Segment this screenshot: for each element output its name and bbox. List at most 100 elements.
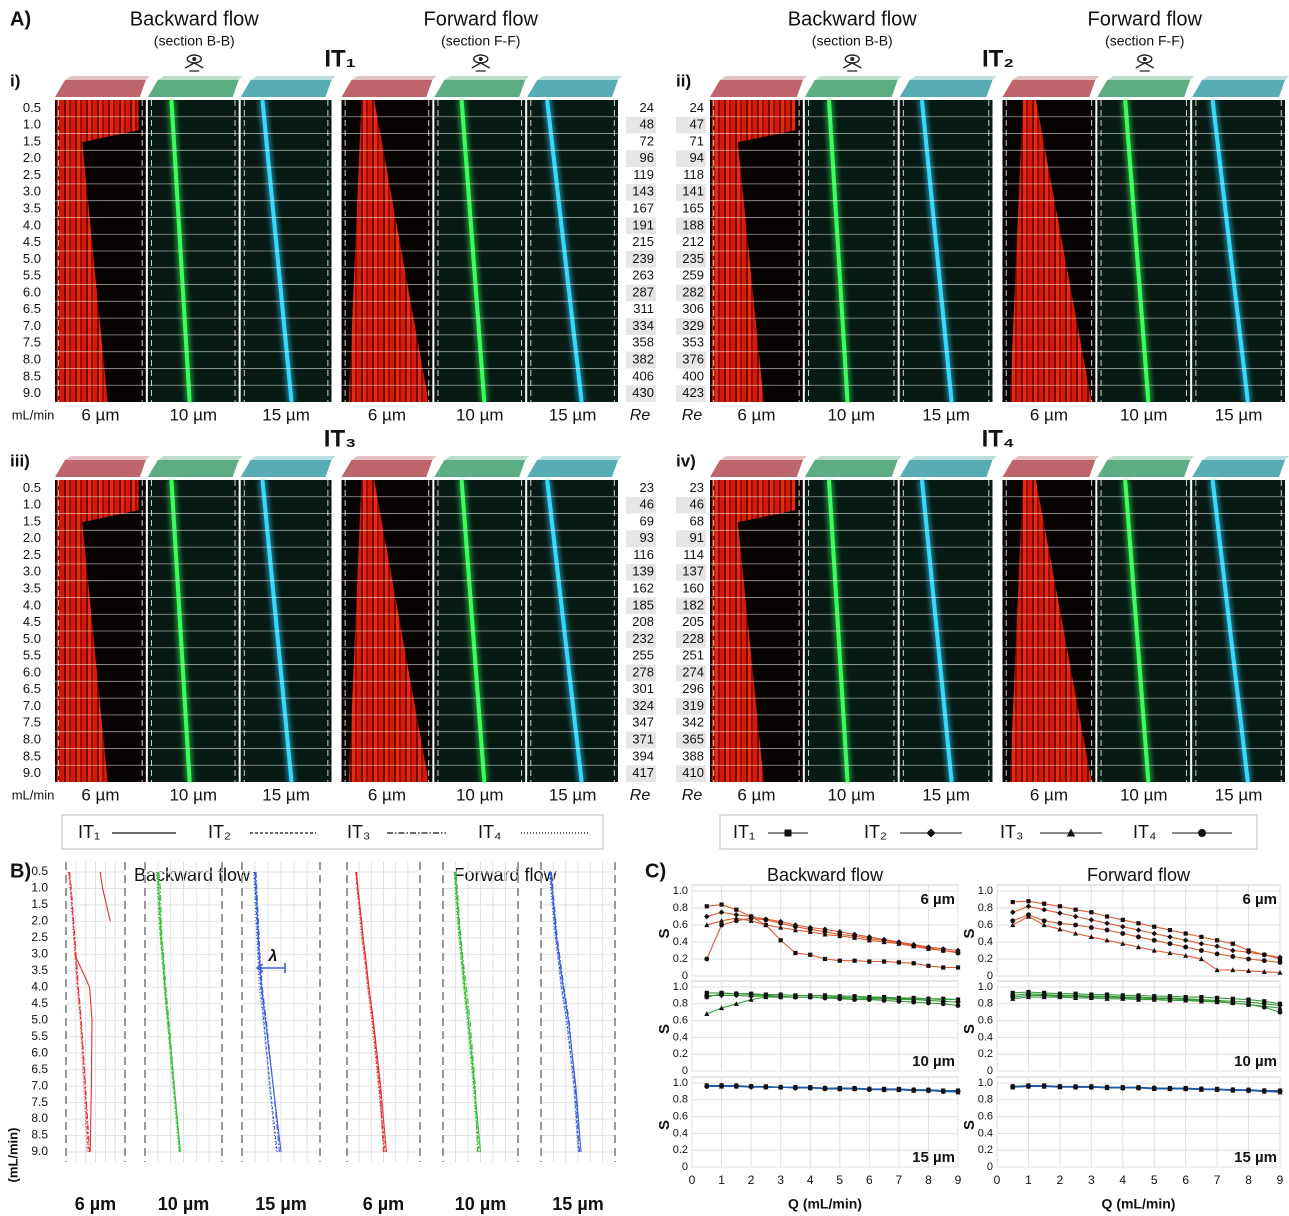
streak-line	[253, 871, 278, 1153]
streak-line	[355, 871, 385, 1153]
block-title: IT₂	[982, 45, 1014, 72]
marker	[1042, 901, 1047, 906]
re-label: 371	[632, 731, 654, 746]
channel-label: 10 µm	[456, 785, 504, 804]
marker	[852, 1086, 857, 1092]
y-tick-label: 0	[987, 1065, 993, 1077]
channel-label: 6 µm	[368, 785, 406, 804]
re-label: 23	[690, 480, 704, 495]
channel-label: 15 µm	[922, 785, 970, 804]
marker	[1041, 992, 1047, 998]
marker	[955, 965, 961, 970]
subplot-label: 6 µm	[1243, 891, 1278, 908]
marker	[881, 937, 887, 943]
y-axis-label: S	[961, 1024, 978, 1034]
marker	[1136, 1085, 1141, 1091]
marker	[926, 963, 931, 968]
marker	[1197, 828, 1207, 838]
series-line	[706, 993, 959, 1007]
y-tick-label: 0.2	[978, 953, 993, 965]
marker	[1198, 998, 1204, 1003]
channel-label: 6 µm	[1030, 405, 1068, 424]
marker	[1198, 940, 1205, 947]
marker	[1120, 917, 1125, 922]
channel-label: 15 µm	[262, 785, 310, 804]
re-shade	[676, 631, 706, 648]
marker	[1198, 1086, 1204, 1092]
y-tick-label: 8.5	[31, 1128, 48, 1142]
marker	[1261, 1088, 1267, 1093]
marker	[1010, 918, 1016, 924]
channel-cartoon	[341, 460, 433, 477]
channel-cartoon	[434, 460, 526, 477]
streak-line	[550, 871, 581, 1153]
x-tick-label: 0	[689, 1173, 696, 1187]
re-shade	[626, 765, 656, 782]
y-axis-label: S	[656, 1024, 673, 1034]
marker	[1214, 943, 1220, 949]
re-shade	[626, 385, 656, 402]
marker	[882, 959, 887, 964]
x-tick-label: 9	[955, 1173, 962, 1187]
x-tick-label: 4	[1119, 1173, 1126, 1187]
subplot-label: 10 µm	[912, 1053, 955, 1070]
y-tick-label: 9.0	[31, 1144, 48, 1158]
marker	[1104, 927, 1110, 933]
marker	[1104, 920, 1110, 927]
y-tick-label: 1.0	[673, 885, 688, 897]
y-tick-label: 0.4	[978, 1127, 993, 1139]
channel-cartoon-top	[65, 76, 150, 80]
marker	[926, 945, 931, 951]
y-tick-label: 0.8	[673, 998, 688, 1010]
marker	[1230, 1000, 1236, 1006]
marker	[1041, 1083, 1047, 1089]
marker	[1151, 996, 1157, 1002]
marker	[704, 904, 709, 909]
channel-cartoon	[240, 80, 332, 97]
re-shade	[676, 385, 706, 402]
re-label: 301	[632, 681, 654, 696]
marker	[719, 922, 724, 928]
marker	[1183, 952, 1189, 958]
panel-label: A)	[10, 8, 31, 30]
channel-cartoon-top	[814, 456, 902, 460]
marker	[1198, 948, 1204, 953]
marker	[837, 931, 843, 937]
marker	[719, 1005, 725, 1011]
flow-label: 3.5	[23, 580, 41, 595]
series-line	[1012, 994, 1281, 1013]
y-tick-label: 1.0	[978, 981, 993, 993]
y-tick-label: 4.5	[31, 996, 48, 1010]
channel-label: 15 µm	[549, 405, 597, 424]
eye-pupil	[850, 57, 855, 61]
re-label: 24	[640, 100, 654, 115]
marker	[837, 1086, 843, 1092]
marker	[1104, 914, 1110, 919]
subplot-label: 6 µm	[921, 891, 956, 908]
channel-cartoon-top	[1012, 456, 1100, 460]
re-label: 48	[640, 117, 654, 132]
flow-label: 1.5	[23, 513, 41, 528]
x-tick-label: 4	[807, 1173, 814, 1187]
y-tick-label: 7.5	[31, 1095, 48, 1109]
marker	[1214, 1087, 1220, 1093]
marker	[1246, 968, 1252, 973]
marker	[1167, 950, 1173, 956]
marker	[911, 996, 917, 1001]
eye-rays	[1135, 62, 1155, 72]
marker	[837, 929, 843, 935]
marker	[719, 902, 724, 907]
channel-label: 15 µm	[922, 405, 970, 424]
y-tick-label: 8.0	[31, 1111, 48, 1125]
flow-label: 7.0	[23, 318, 41, 333]
channel-label: 15 µm	[552, 1194, 603, 1214]
marker	[704, 913, 710, 920]
marker	[881, 998, 887, 1003]
marker	[1261, 969, 1267, 974]
flow-label: 0.5	[23, 480, 41, 495]
re-label: 417	[632, 765, 654, 780]
re-label: 91	[690, 530, 704, 545]
re-label: 139	[632, 564, 654, 579]
re-label: 296	[682, 681, 704, 696]
